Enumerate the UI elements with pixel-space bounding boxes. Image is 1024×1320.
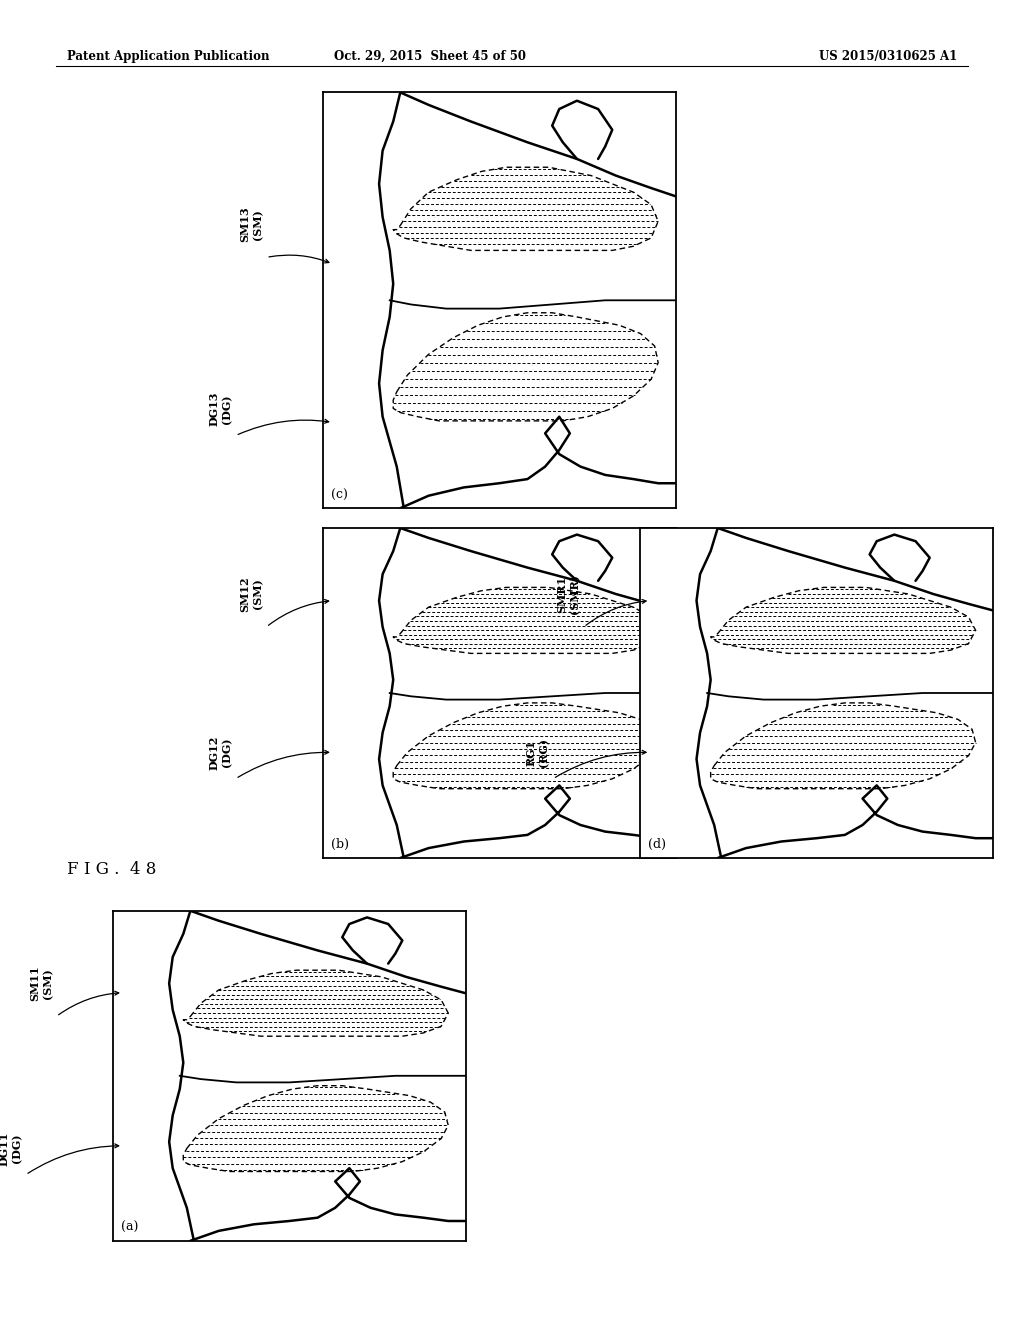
Text: (c): (c) bbox=[331, 488, 347, 502]
Text: Oct. 29, 2015  Sheet 45 of 50: Oct. 29, 2015 Sheet 45 of 50 bbox=[334, 50, 526, 63]
Text: RG1
(RG): RG1 (RG) bbox=[525, 738, 550, 767]
Text: DG13
(DG): DG13 (DG) bbox=[208, 392, 232, 426]
Text: (d): (d) bbox=[648, 838, 667, 851]
Text: Patent Application Publication: Patent Application Publication bbox=[67, 50, 269, 63]
Text: (b): (b) bbox=[331, 838, 349, 851]
Text: (a): (a) bbox=[121, 1221, 138, 1234]
Text: SM12
(SM): SM12 (SM) bbox=[239, 577, 263, 611]
Text: SM11
(SM): SM11 (SM) bbox=[29, 966, 53, 1001]
Text: US 2015/0310625 A1: US 2015/0310625 A1 bbox=[819, 50, 957, 63]
Text: DG11
(DG): DG11 (DG) bbox=[0, 1131, 23, 1166]
Text: SM13
(SM): SM13 (SM) bbox=[239, 206, 263, 243]
Text: F I G .  4 8: F I G . 4 8 bbox=[67, 861, 156, 878]
Text: DG12
(DG): DG12 (DG) bbox=[208, 735, 232, 770]
Text: SMR1
(SMR): SMR1 (SMR) bbox=[556, 574, 581, 614]
